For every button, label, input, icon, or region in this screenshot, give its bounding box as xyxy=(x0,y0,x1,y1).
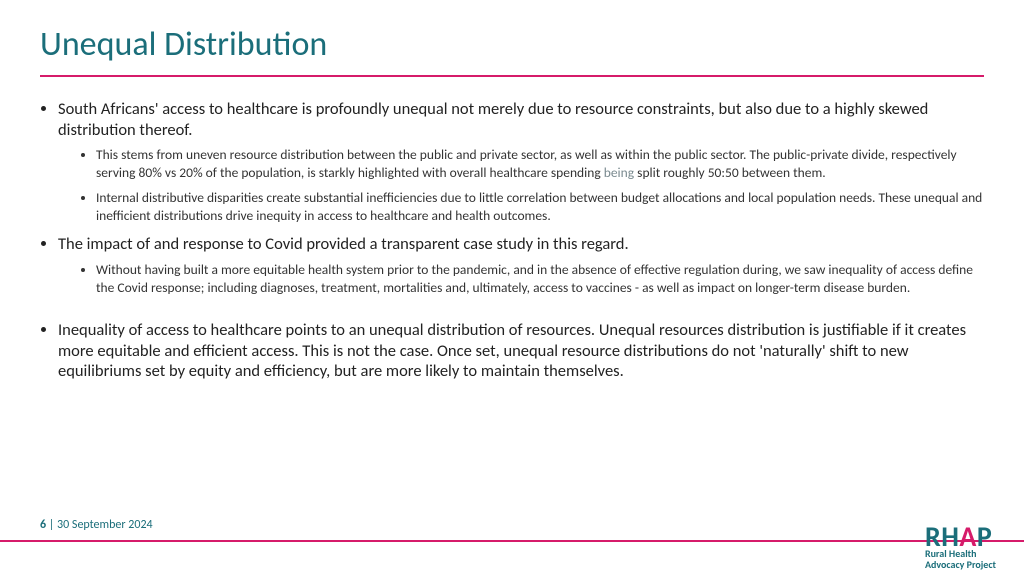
sub-bullet-item: Without having built a more equitable he… xyxy=(96,261,984,296)
logo-text-accent: A xyxy=(959,519,976,554)
bullet-text: South Africans' access to healthcare is … xyxy=(58,99,928,140)
page-title: Unequal Distribution xyxy=(40,24,984,75)
sub-bullet-text-muted: being xyxy=(604,164,634,181)
bullet-list: South Africans' access to healthcare is … xyxy=(40,99,984,382)
logo-subtitle-2: Advocacy Project xyxy=(925,560,996,571)
sub-bullet-text-post: split roughly 50:50 between them. xyxy=(634,164,826,181)
sub-bullet-item: Internal distributive disparities create… xyxy=(96,189,984,224)
bullet-text: The impact of and response to Covid prov… xyxy=(58,234,629,254)
logo-main: RHAP xyxy=(925,524,996,549)
footer-date: 30 September 2024 xyxy=(57,518,153,532)
slide: Unequal Distribution South Africans' acc… xyxy=(0,0,1024,576)
footer-separator: | xyxy=(46,518,57,532)
sub-bullet-text-pre: Without having built a more equitable he… xyxy=(96,261,973,296)
bullet-item: The impact of and response to Covid prov… xyxy=(58,234,984,310)
footer: 6 | 30 September 2024 xyxy=(40,518,153,532)
sub-bullet-list: This stems from uneven resource distribu… xyxy=(58,146,984,224)
logo-text-post: P xyxy=(977,519,992,554)
title-rule xyxy=(40,75,984,77)
bullet-item: Inequality of access to healthcare point… xyxy=(58,320,984,382)
bullet-item: South Africans' access to healthcare is … xyxy=(58,99,984,224)
bullet-text: Inequality of access to healthcare point… xyxy=(58,320,966,381)
sub-bullet-list: Without having built a more equitable he… xyxy=(58,261,984,296)
logo: RHAP Rural Health Advocacy Project xyxy=(925,524,996,570)
footer-rule xyxy=(0,540,1024,542)
sub-bullet-text-pre: This stems from uneven resource distribu… xyxy=(96,146,957,181)
sub-bullet-item: This stems from uneven resource distribu… xyxy=(96,146,984,181)
sub-bullet-text-pre: Internal distributive disparities create… xyxy=(96,189,982,224)
spacer xyxy=(58,304,984,310)
